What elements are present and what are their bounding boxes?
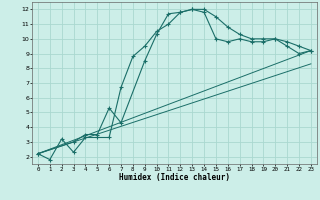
X-axis label: Humidex (Indice chaleur): Humidex (Indice chaleur) xyxy=(119,173,230,182)
